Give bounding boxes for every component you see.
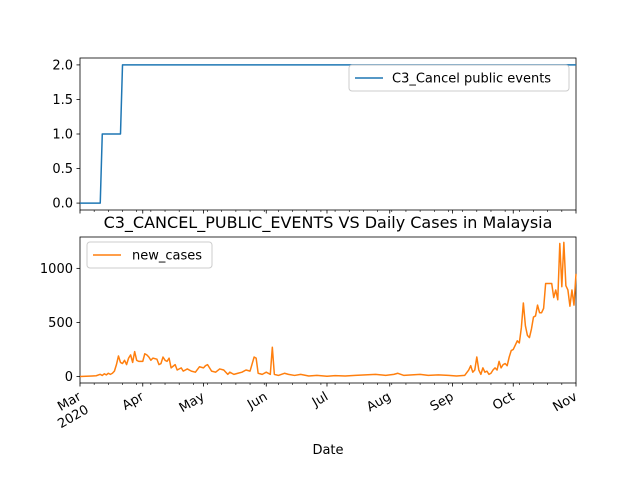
bottom-y-axis: 0 500 1000 xyxy=(40,262,80,385)
bottom-legend-box xyxy=(86,241,213,269)
x-axis-label: Date xyxy=(312,443,343,458)
series-line-new_cases xyxy=(79,241,577,378)
bottom-legend-label: new_cases xyxy=(132,249,202,264)
top-x-axis xyxy=(79,210,577,214)
top-plot-area xyxy=(80,64,576,204)
y-tick-label: 1.0 xyxy=(52,128,73,143)
bottom-axes-frame xyxy=(79,236,577,384)
y-tick-label: 1000 xyxy=(40,262,73,277)
chart-title: C3_CANCEL_PUBLIC_EVENTS VS Daily Cases i… xyxy=(104,213,553,233)
top-y-axis: 0.0 0.5 1.0 1.5 2.0 xyxy=(52,58,80,212)
series-line-C3_Cancel public events xyxy=(80,64,576,204)
bottom-legend: new_cases xyxy=(86,241,213,269)
y-tick-label: 500 xyxy=(48,316,73,331)
top-legend-box xyxy=(348,64,570,92)
top-legend-label: C3_Cancel public events xyxy=(392,72,551,87)
y-tick-label: 1.5 xyxy=(52,93,73,108)
x-tick-label: Jul xyxy=(309,389,331,410)
y-tick-label: 2.0 xyxy=(52,58,73,73)
bottom-plot-area xyxy=(79,241,577,378)
top-legend: C3_Cancel public events xyxy=(348,64,570,92)
y-tick-label: 0.5 xyxy=(52,162,73,177)
y-tick-label: 0 xyxy=(65,370,73,385)
subplot-top: 0.0 0.5 1.0 1.5 2.0 C3_Cancel public events xyxy=(52,57,577,214)
y-tick-label: 0.0 xyxy=(52,197,73,212)
